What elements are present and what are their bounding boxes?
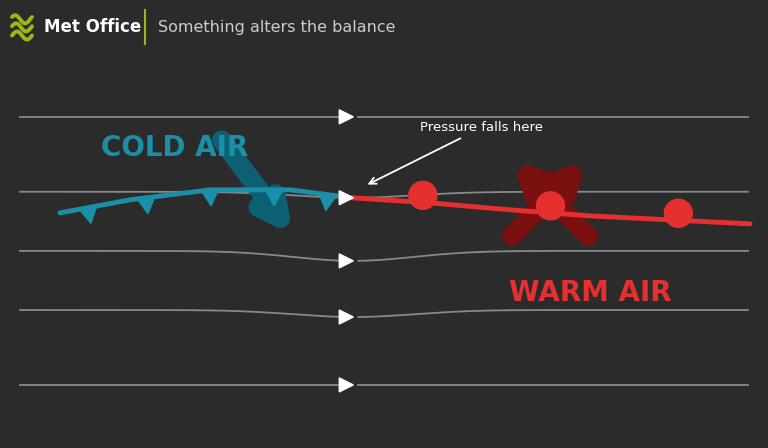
Polygon shape bbox=[339, 310, 353, 324]
Text: Met Office: Met Office bbox=[44, 18, 141, 36]
Polygon shape bbox=[339, 110, 353, 124]
Text: COLD AIR: COLD AIR bbox=[101, 134, 249, 162]
Text: WARM AIR: WARM AIR bbox=[508, 279, 671, 307]
Polygon shape bbox=[339, 378, 353, 392]
Polygon shape bbox=[201, 190, 219, 206]
Text: Pressure falls here: Pressure falls here bbox=[369, 121, 543, 184]
Polygon shape bbox=[265, 190, 283, 206]
Polygon shape bbox=[339, 254, 353, 268]
Circle shape bbox=[664, 199, 692, 227]
Polygon shape bbox=[79, 206, 97, 224]
Polygon shape bbox=[339, 191, 353, 205]
Circle shape bbox=[409, 181, 437, 209]
Circle shape bbox=[537, 192, 564, 220]
Text: Something alters the balance: Something alters the balance bbox=[158, 20, 396, 35]
Polygon shape bbox=[319, 194, 336, 211]
Polygon shape bbox=[137, 197, 154, 214]
